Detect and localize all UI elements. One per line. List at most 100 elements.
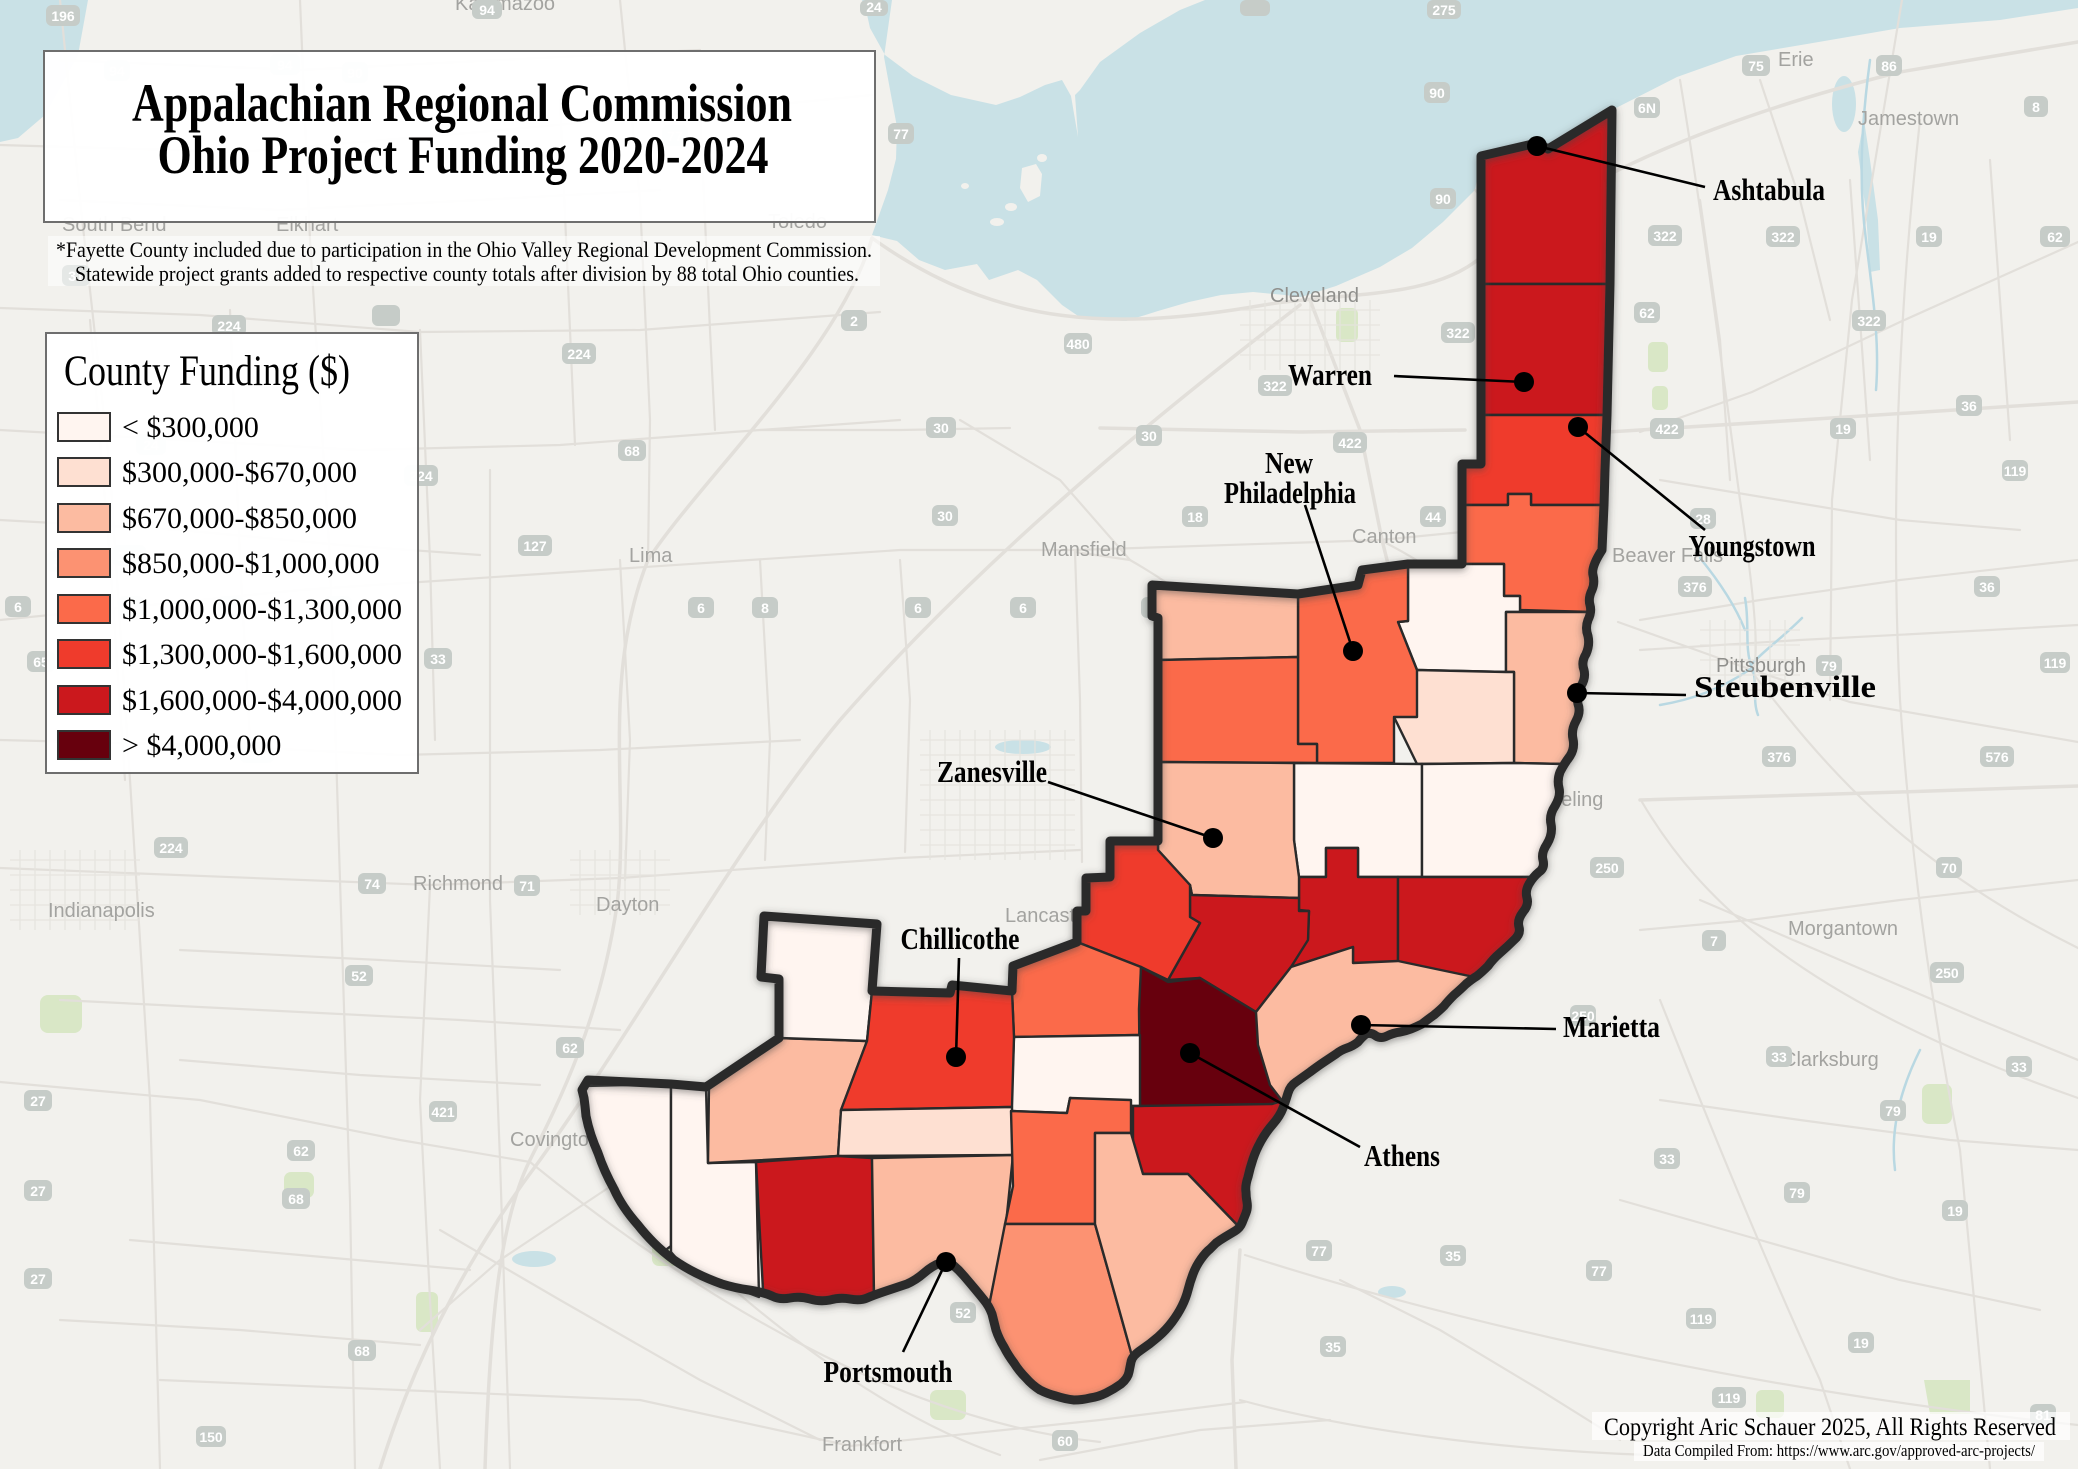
svg-text:Kalamazoo: Kalamazoo bbox=[455, 0, 555, 15]
svg-text:28: 28 bbox=[1695, 511, 1711, 527]
svg-text:Statewide project grants added: Statewide project grants added to respec… bbox=[75, 261, 859, 286]
svg-text:8: 8 bbox=[761, 600, 769, 616]
svg-text:Cleveland: Cleveland bbox=[1270, 285, 1359, 307]
svg-text:376: 376 bbox=[1767, 749, 1791, 765]
svg-text:Data Compiled From: https://ww: Data Compiled From: https://www.arc.gov/… bbox=[1643, 1441, 2035, 1460]
svg-text:275: 275 bbox=[1432, 2, 1456, 18]
svg-text:79: 79 bbox=[1821, 658, 1837, 674]
svg-text:Lancaster: Lancaster bbox=[1005, 905, 1093, 927]
svg-text:Warren: Warren bbox=[1288, 357, 1372, 392]
svg-text:90: 90 bbox=[1435, 191, 1451, 207]
svg-text:119: 119 bbox=[2044, 655, 2067, 671]
svg-text:44: 44 bbox=[1425, 509, 1441, 525]
svg-text:33: 33 bbox=[1659, 1151, 1675, 1167]
svg-text:150: 150 bbox=[199, 1429, 223, 1445]
svg-text:Pittsburgh: Pittsburgh bbox=[1716, 655, 1806, 677]
svg-text:90: 90 bbox=[1429, 85, 1445, 101]
svg-text:Lima: Lima bbox=[629, 545, 673, 567]
svg-text:33: 33 bbox=[430, 651, 446, 667]
svg-text:19: 19 bbox=[1921, 229, 1937, 245]
svg-text:$850,000-$1,000,000: $850,000-$1,000,000 bbox=[122, 547, 380, 580]
svg-text:$1,000,000-$1,300,000: $1,000,000-$1,300,000 bbox=[122, 593, 402, 626]
svg-text:77: 77 bbox=[893, 126, 909, 142]
svg-text:Mansfield: Mansfield bbox=[1041, 539, 1127, 561]
svg-text:77: 77 bbox=[1591, 1263, 1607, 1279]
svg-text:35: 35 bbox=[1325, 1339, 1341, 1355]
svg-text:68: 68 bbox=[624, 443, 640, 459]
svg-text:60: 60 bbox=[1057, 1433, 1073, 1449]
svg-text:30: 30 bbox=[933, 420, 949, 436]
svg-text:36: 36 bbox=[1979, 579, 1995, 595]
svg-text:250: 250 bbox=[1571, 1008, 1595, 1024]
svg-text:27: 27 bbox=[30, 1183, 46, 1199]
svg-text:250: 250 bbox=[1935, 965, 1959, 981]
svg-text:Erie: Erie bbox=[1778, 49, 1814, 71]
svg-text:$1,600,000-$4,000,000: $1,600,000-$4,000,000 bbox=[122, 684, 402, 717]
svg-text:322: 322 bbox=[1446, 325, 1470, 341]
svg-text:Richmond: Richmond bbox=[413, 873, 503, 895]
svg-text:Morgantown: Morgantown bbox=[1788, 918, 1898, 940]
svg-text:75: 75 bbox=[1748, 58, 1764, 74]
svg-text:New: New bbox=[1265, 445, 1313, 480]
svg-text:Copyright Aric Schauer 2025, A: Copyright Aric Schauer 2025, All Rights … bbox=[1604, 1414, 2056, 1441]
svg-text:62: 62 bbox=[2047, 229, 2063, 245]
svg-text:62: 62 bbox=[562, 1040, 578, 1056]
svg-text:62: 62 bbox=[1639, 305, 1655, 321]
svg-text:33: 33 bbox=[2011, 1059, 2027, 1075]
svg-text:70: 70 bbox=[1941, 860, 1957, 876]
svg-text:27: 27 bbox=[30, 1271, 46, 1287]
svg-text:376: 376 bbox=[1683, 579, 1707, 595]
svg-text:127: 127 bbox=[523, 538, 547, 554]
svg-text:Beaver Falls: Beaver Falls bbox=[1612, 545, 1723, 567]
svg-text:19: 19 bbox=[1853, 1335, 1869, 1351]
svg-text:Ohio Project Funding 2020-2024: Ohio Project Funding 2020-2024 bbox=[158, 125, 769, 185]
svg-text:6N: 6N bbox=[1638, 100, 1656, 116]
svg-text:19: 19 bbox=[1835, 421, 1851, 437]
svg-text:79: 79 bbox=[1885, 1103, 1901, 1119]
svg-text:Portsmouth: Portsmouth bbox=[824, 1354, 953, 1389]
svg-text:35: 35 bbox=[1445, 1248, 1461, 1264]
svg-text:19: 19 bbox=[1947, 1203, 1963, 1219]
svg-text:52: 52 bbox=[351, 968, 367, 984]
svg-text:*Fayette County included due t: *Fayette County included due to particip… bbox=[56, 237, 872, 262]
svg-text:Steubenville: Steubenville bbox=[1694, 669, 1876, 704]
svg-text:Philadelphia: Philadelphia bbox=[1224, 475, 1356, 510]
svg-text:2: 2 bbox=[850, 313, 858, 329]
svg-text:7: 7 bbox=[1710, 933, 1718, 949]
svg-text:County Funding ($): County Funding ($) bbox=[64, 348, 350, 395]
svg-text:250: 250 bbox=[1595, 860, 1619, 876]
svg-text:$1,300,000-$1,600,000: $1,300,000-$1,600,000 bbox=[122, 638, 402, 671]
svg-text:Athens: Athens bbox=[1364, 1138, 1440, 1173]
svg-text:$670,000-$850,000: $670,000-$850,000 bbox=[122, 502, 357, 535]
svg-text:86: 86 bbox=[1881, 58, 1897, 74]
svg-text:422: 422 bbox=[1338, 435, 1362, 451]
svg-text:68: 68 bbox=[288, 1191, 304, 1207]
svg-text:224: 224 bbox=[567, 346, 591, 362]
svg-text:18: 18 bbox=[1187, 509, 1203, 525]
svg-text:224: 224 bbox=[159, 840, 183, 856]
svg-text:480: 480 bbox=[1066, 336, 1090, 352]
svg-text:74: 74 bbox=[364, 876, 380, 892]
svg-text:Canton: Canton bbox=[1352, 526, 1417, 548]
svg-text:119: 119 bbox=[1718, 1390, 1741, 1406]
svg-text:322: 322 bbox=[1857, 313, 1881, 329]
svg-text:79: 79 bbox=[1789, 1185, 1805, 1201]
svg-text:27: 27 bbox=[30, 1093, 46, 1109]
svg-text:Ashtabula: Ashtabula bbox=[1713, 172, 1825, 207]
svg-text:6: 6 bbox=[914, 600, 922, 616]
svg-text:6: 6 bbox=[14, 599, 22, 615]
svg-text:62: 62 bbox=[293, 1143, 309, 1159]
svg-text:$300,000-$670,000: $300,000-$670,000 bbox=[122, 456, 357, 489]
svg-text:30: 30 bbox=[1141, 428, 1157, 444]
svg-text:Indianapolis: Indianapolis bbox=[48, 900, 155, 922]
svg-text:422: 422 bbox=[1655, 421, 1679, 437]
svg-text:119: 119 bbox=[2004, 463, 2027, 479]
svg-text:24: 24 bbox=[866, 0, 882, 15]
svg-text:36: 36 bbox=[1961, 398, 1977, 414]
svg-text:322: 322 bbox=[1263, 378, 1287, 394]
svg-text:322: 322 bbox=[1653, 228, 1677, 244]
svg-text:33: 33 bbox=[1771, 1049, 1787, 1065]
svg-text:52: 52 bbox=[955, 1305, 971, 1321]
svg-text:Frankfort: Frankfort bbox=[822, 1434, 902, 1456]
svg-text:421: 421 bbox=[431, 1104, 455, 1120]
